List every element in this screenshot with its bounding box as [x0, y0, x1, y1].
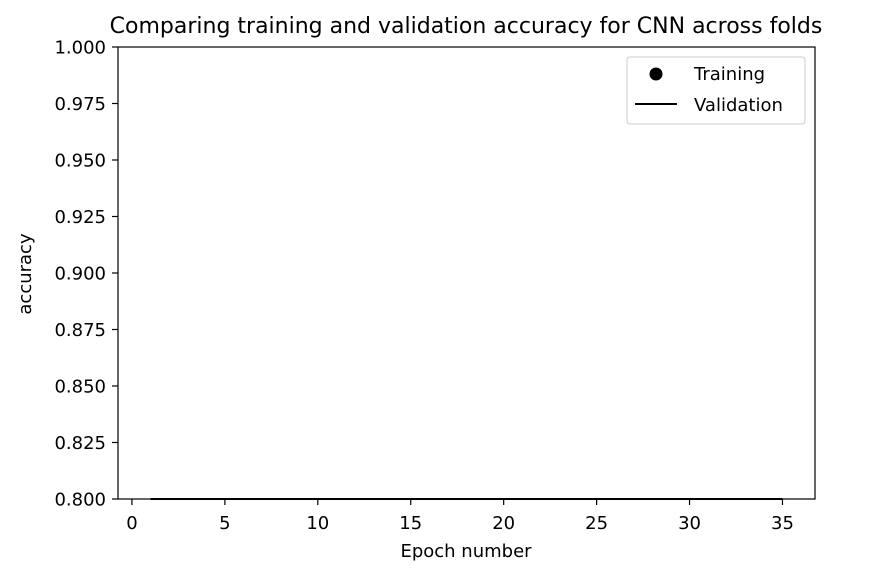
- x-tick-label: 0: [126, 513, 137, 534]
- y-tick-label: 0.850: [54, 377, 106, 398]
- y-tick-label: 0.875: [54, 320, 106, 341]
- y-tick-label: 0.800: [54, 490, 106, 511]
- y-tick-label: 1.000: [54, 38, 106, 59]
- chart-title: Comparing training and validation accura…: [110, 14, 823, 39]
- y-tick-label: 0.900: [54, 264, 106, 285]
- y-axis: 0.800 0.825 0.850 0.875 0.900 0.925 0.950 0.975…: [54, 38, 118, 511]
- y-tick-label: 0.975: [54, 94, 106, 115]
- x-axis-label: Epoch number: [400, 541, 532, 562]
- x-tick-label: 35: [771, 513, 794, 534]
- x-tick-label: 15: [399, 513, 422, 534]
- x-tick-label: 5: [219, 513, 230, 534]
- legend-training-marker: [649, 67, 663, 81]
- legend-frame: [626, 56, 806, 125]
- legend: Training Validation: [626, 56, 806, 125]
- y-tick-label: 0.925: [54, 207, 106, 228]
- x-tick-label: 20: [492, 513, 515, 534]
- y-axis-label: accuracy: [15, 233, 36, 315]
- y-tick-label: 0.825: [54, 433, 106, 454]
- legend-validation-label: Validation: [694, 95, 783, 116]
- x-axis: 0 5 10 15 20 25 30 35: [126, 499, 794, 534]
- x-tick-label: 25: [585, 513, 608, 534]
- x-tick-label: 30: [678, 513, 701, 534]
- y-tick-label: 0.950: [54, 151, 106, 172]
- x-tick-label: 10: [306, 513, 329, 534]
- legend-training-label: Training: [693, 64, 765, 85]
